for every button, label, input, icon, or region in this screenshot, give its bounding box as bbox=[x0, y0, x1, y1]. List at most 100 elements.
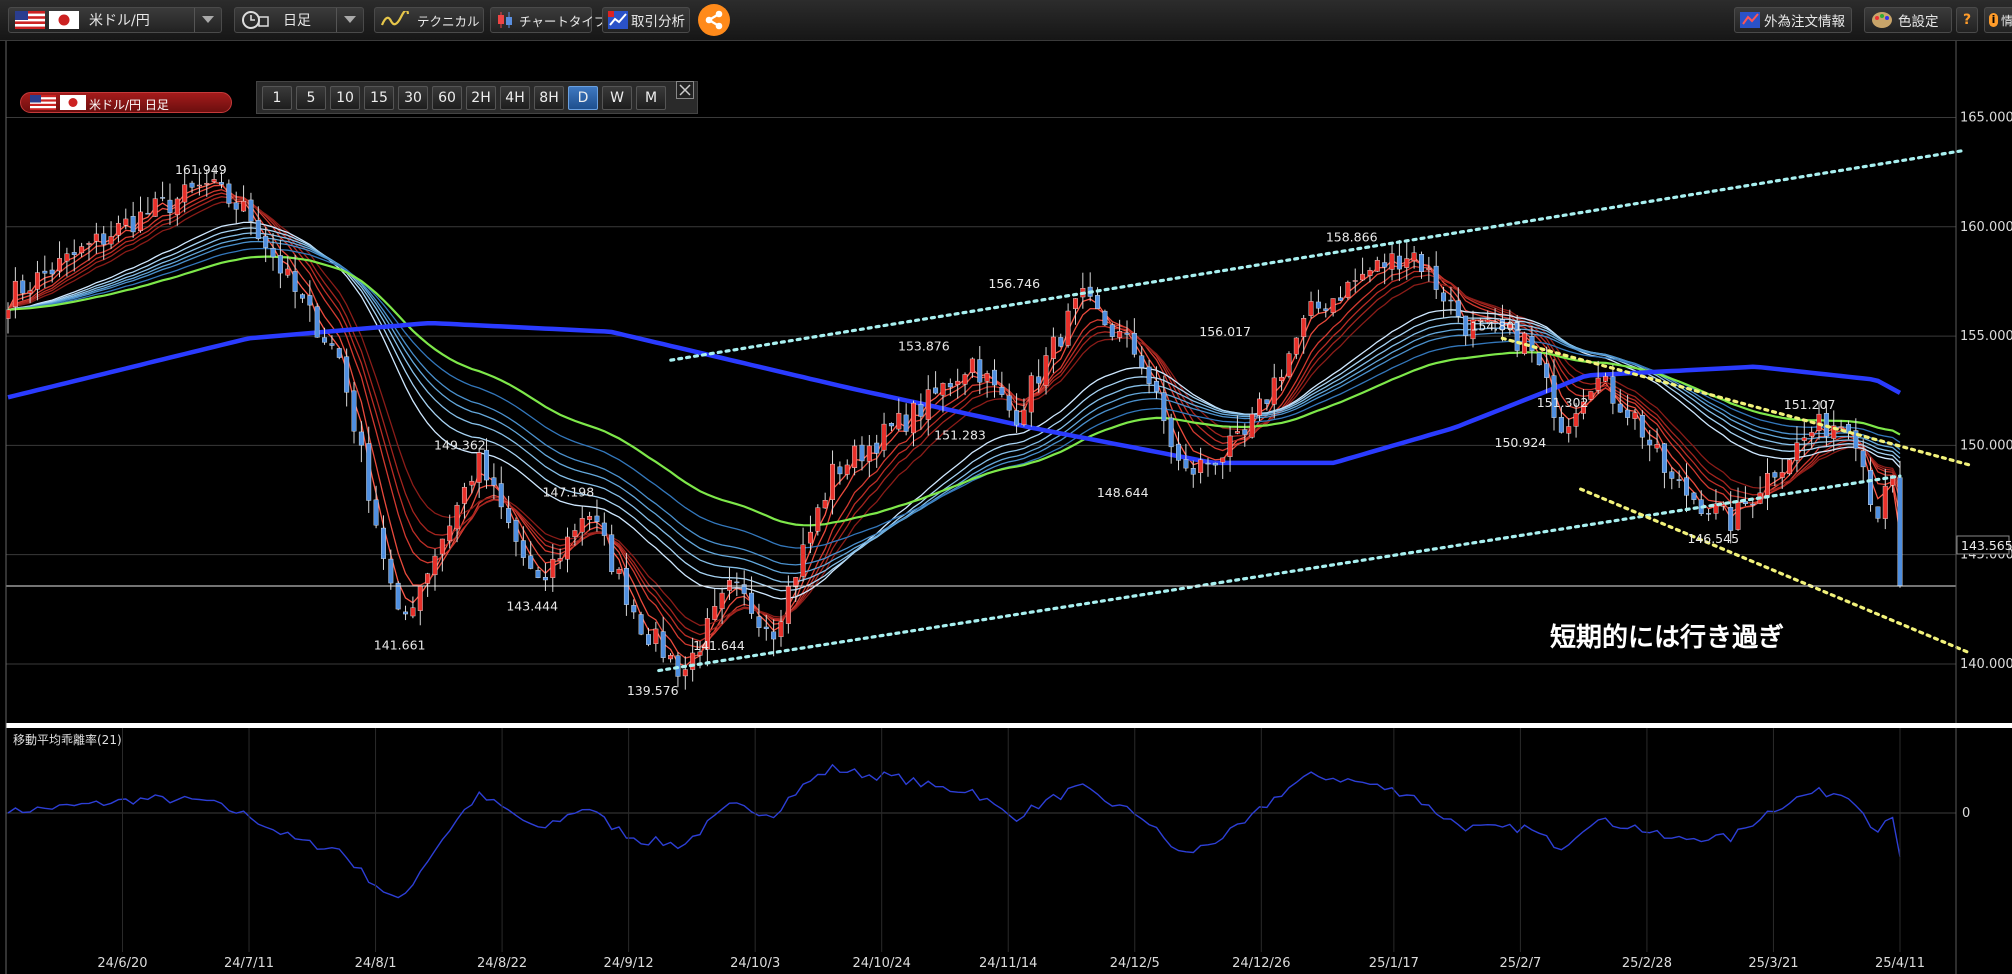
candle-body bbox=[1249, 413, 1255, 438]
candle-body bbox=[1146, 366, 1152, 384]
close-icon[interactable] bbox=[676, 81, 694, 99]
candle-body bbox=[86, 243, 92, 245]
candle-body bbox=[1580, 401, 1586, 414]
candle-body bbox=[425, 573, 431, 584]
candle-body bbox=[410, 607, 416, 617]
candle-body bbox=[1639, 415, 1645, 438]
date-axis: 24/6/20 24/7/11 24/8/1 24/8/22 24/9/12 24/10/… bbox=[97, 728, 1925, 971]
candle-body bbox=[1301, 318, 1307, 338]
deviation-indicator-panel bbox=[6, 763, 1956, 899]
candle-body bbox=[1014, 410, 1020, 426]
candle-body bbox=[1801, 437, 1807, 441]
price-chart[interactable]: 161.949 149.362 147.198 143.444 141.661 139.5… bbox=[0, 41, 2012, 974]
candle-body bbox=[601, 522, 607, 536]
gridlines bbox=[6, 117, 1956, 665]
candle-body bbox=[550, 558, 556, 578]
timeframe-d[interactable]: D bbox=[568, 86, 598, 110]
candle-body bbox=[1691, 492, 1697, 500]
panel-divider[interactable] bbox=[6, 723, 2012, 728]
period-selector[interactable]: 日足 bbox=[234, 7, 364, 33]
candle-body bbox=[1198, 459, 1204, 473]
candle-body bbox=[20, 280, 26, 294]
candle-body bbox=[233, 202, 239, 210]
candle-body bbox=[785, 586, 791, 624]
info-label: 情 bbox=[2000, 13, 2012, 28]
info-button[interactable]: i 情 bbox=[1984, 7, 2012, 33]
color-settings-button[interactable]: 色設定 bbox=[1864, 7, 1952, 33]
candle-body bbox=[123, 218, 129, 226]
price-label: 156.746 bbox=[988, 276, 1040, 291]
timeframe-w[interactable]: W bbox=[602, 86, 632, 110]
currency-pair-label: 米ドル/円 bbox=[89, 13, 150, 29]
timeframe-4h[interactable]: 4H bbox=[500, 86, 530, 110]
clock-icon bbox=[241, 10, 271, 30]
candle-body bbox=[447, 525, 453, 542]
candle-body bbox=[1168, 417, 1174, 448]
short-ema-line bbox=[7, 184, 1901, 659]
candle-body bbox=[660, 631, 666, 658]
candle-body bbox=[108, 236, 114, 245]
chevron-down-icon[interactable] bbox=[336, 8, 363, 32]
mid-ma-line bbox=[7, 255, 1901, 527]
chart-area[interactable]: 161.949 149.362 147.198 143.444 141.661 139.5… bbox=[0, 41, 2012, 974]
timeframe-10[interactable]: 10 bbox=[330, 86, 360, 110]
order-info-icon bbox=[1739, 11, 1761, 29]
trade-analysis-button[interactable]: 取引分析 bbox=[602, 7, 690, 33]
candle-body bbox=[1558, 417, 1564, 433]
deviation-line bbox=[7, 763, 1901, 899]
candle-body bbox=[277, 255, 283, 274]
timeframe-8h[interactable]: 8H bbox=[534, 86, 564, 110]
candle-body bbox=[756, 616, 762, 628]
timeframe-m[interactable]: M bbox=[636, 86, 666, 110]
candle-body bbox=[71, 252, 77, 255]
candle-body bbox=[881, 423, 887, 451]
candle-body bbox=[977, 359, 983, 383]
long-ema-line bbox=[7, 247, 1901, 549]
candle-body bbox=[911, 402, 916, 434]
candle-body bbox=[1382, 262, 1388, 268]
timeframe-1[interactable]: 1 bbox=[262, 86, 292, 110]
y-tick-label: 160.000 bbox=[1960, 220, 2012, 235]
candle-body bbox=[513, 520, 519, 542]
candle-body bbox=[940, 382, 946, 396]
candle-body bbox=[454, 504, 460, 530]
candle-body bbox=[130, 216, 136, 233]
candle-body bbox=[49, 269, 55, 275]
technical-button[interactable]: テクニカル bbox=[374, 7, 484, 33]
candle-body bbox=[42, 270, 48, 274]
share-icon[interactable] bbox=[698, 4, 730, 36]
timeframe-15[interactable]: 15 bbox=[364, 86, 394, 110]
timeframe-2h[interactable]: 2H bbox=[466, 86, 496, 110]
chevron-down-icon[interactable] bbox=[194, 8, 221, 32]
candle-body bbox=[270, 247, 276, 258]
candle-body bbox=[1838, 426, 1844, 428]
candle-body bbox=[1102, 310, 1108, 326]
candle-body bbox=[726, 579, 732, 591]
chart-type-button[interactable]: チャートタイプ bbox=[490, 7, 606, 33]
timeframe-60[interactable]: 60 bbox=[432, 86, 462, 110]
candle-body bbox=[1205, 462, 1211, 465]
candle-body bbox=[1617, 403, 1623, 413]
candle-body bbox=[1507, 324, 1513, 329]
long-ema-line bbox=[7, 236, 1901, 575]
candlestick-icon bbox=[496, 11, 514, 29]
candle-body bbox=[822, 500, 828, 509]
candle-body bbox=[1028, 375, 1034, 413]
candle-body bbox=[1750, 503, 1756, 506]
color-settings-label: 色設定 bbox=[1898, 14, 1939, 30]
candle-body bbox=[535, 570, 541, 578]
fx-order-info-button[interactable]: 外為注文情報 bbox=[1734, 7, 1852, 33]
candle-body bbox=[1220, 457, 1226, 463]
candle-body bbox=[837, 466, 843, 475]
currency-pair-selector[interactable]: 米ドル/円 bbox=[8, 7, 222, 33]
x-tick-label: 25/1/17 bbox=[1369, 956, 1419, 971]
price-axis: 165.000160.000155.000150.000145.000140.0… bbox=[1960, 111, 2012, 672]
help-button[interactable]: ? bbox=[1956, 7, 1978, 33]
long-ema-line bbox=[7, 240, 1901, 566]
timeframe-30[interactable]: 30 bbox=[398, 86, 428, 110]
timeframe-5[interactable]: 5 bbox=[296, 86, 326, 110]
candle-body bbox=[653, 628, 659, 644]
candle-body bbox=[1374, 260, 1380, 272]
candle-body bbox=[1050, 336, 1056, 359]
price-label: 139.576 bbox=[627, 683, 679, 698]
